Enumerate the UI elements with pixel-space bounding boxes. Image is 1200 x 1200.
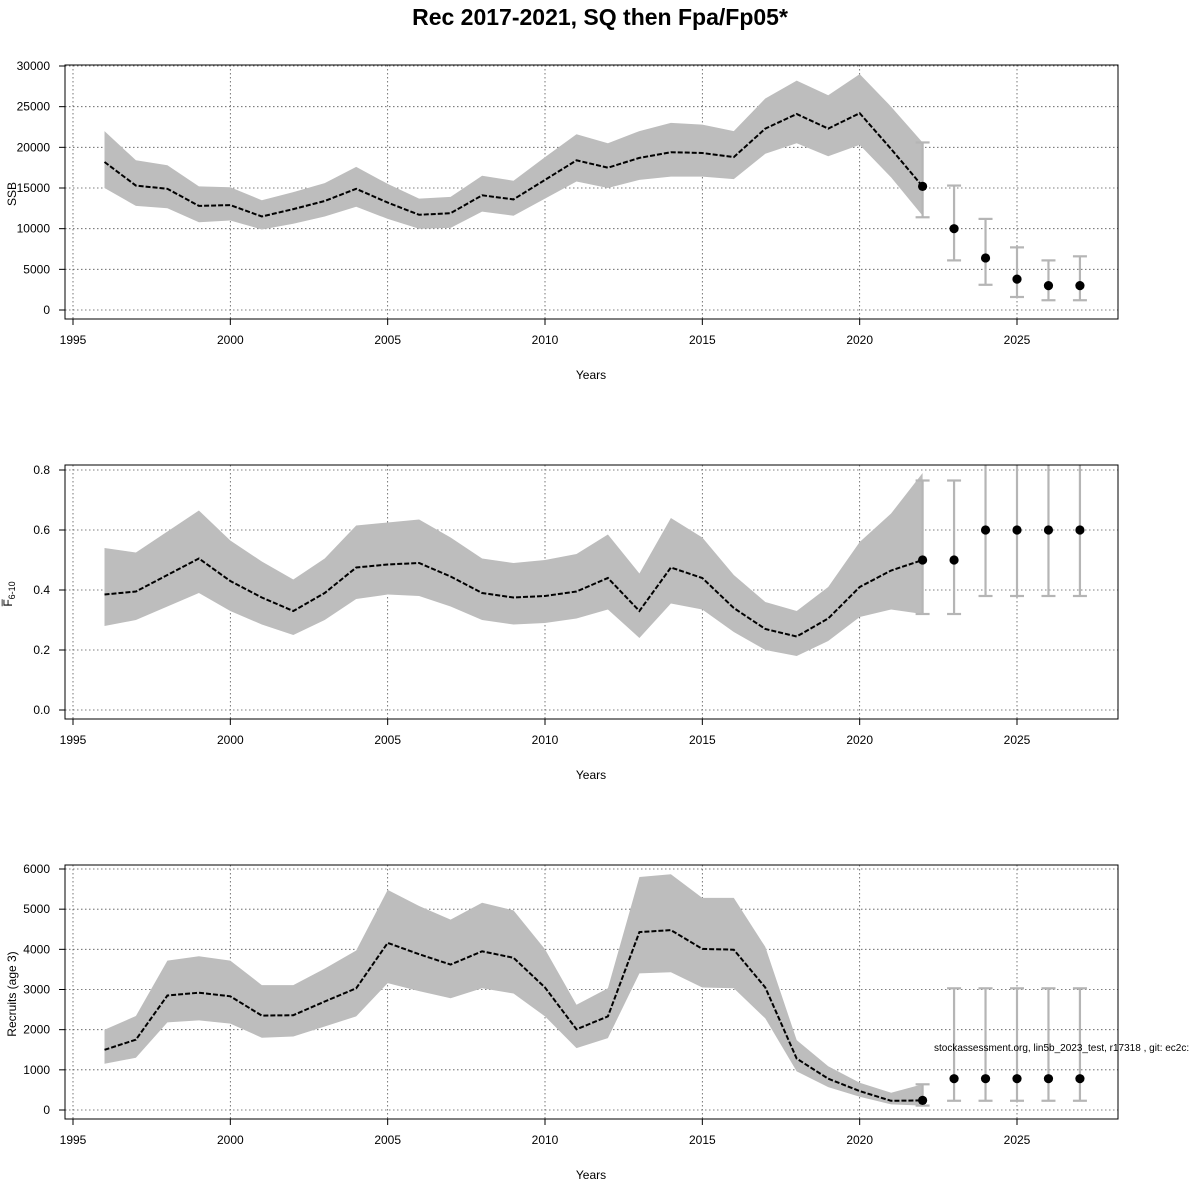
forecast-point-2022: [918, 1095, 928, 1105]
x-tick-label: 2005: [374, 333, 401, 347]
forecast-point-2025: [1012, 274, 1022, 284]
y-tick-label: 3000: [23, 983, 50, 997]
forecast-point-2025: [1012, 525, 1022, 535]
forecast-point-2026: [1043, 281, 1054, 291]
x-tick-label: 2010: [532, 333, 559, 347]
forecast-errorbar-2024: [978, 217, 993, 286]
y-axis-label: F̅6-10: [1, 581, 17, 606]
forecast-point-2023: [949, 555, 959, 565]
x-tick-label: 2005: [374, 733, 401, 747]
forecast-point-2024: [980, 525, 991, 535]
x-tick-label: 2015: [689, 1133, 716, 1147]
y-tick-label: 6000: [23, 862, 50, 876]
x-tick-label: 2025: [1004, 733, 1031, 747]
x-axis-label: Years: [576, 368, 606, 382]
forecast-errorbar-2027: [1072, 255, 1087, 302]
forecast-point-2027: [1075, 525, 1085, 535]
forecast-point-2026: [1043, 525, 1054, 535]
y-tick-label: 0.6: [33, 523, 50, 537]
x-tick-label: 2020: [846, 733, 873, 747]
forecast-errorbar-2025: [1010, 246, 1024, 299]
chart-panels: 1995 2000 2005 2010 2015 2020 2025050001000015…: [1, 59, 1119, 1182]
y-tick-label: 0: [43, 303, 50, 317]
forecast-point-2024: [980, 1074, 991, 1084]
x-tick-label: 2020: [846, 333, 873, 347]
y-axis-label: SSB: [5, 182, 19, 206]
confidence-band-fbar: [104, 473, 923, 656]
x-tick-label: 1995: [60, 733, 87, 747]
forecast-point-2022: [918, 181, 928, 191]
forecast-errorbar-2023: [947, 184, 962, 262]
x-tick-label: 2020: [846, 1133, 873, 1147]
forecast-point-2027: [1075, 1074, 1085, 1084]
x-tick-label: 2000: [217, 1133, 244, 1147]
plot-frame: [64, 464, 1119, 720]
y-tick-label: 0.4: [33, 583, 50, 597]
x-tick-label: 2010: [532, 733, 559, 747]
forecast-point-2026: [1043, 1074, 1054, 1084]
panel-fbar: 1995 2000 2005 2010 2015 2020 2025 0.0 0.2 0.4 0.6…: [1, 463, 1119, 782]
y-tick-label: 0.0: [33, 703, 50, 717]
y-axis-label: Recruits (age 3): [5, 951, 19, 1036]
x-tick-label: 2000: [217, 733, 244, 747]
x-tick-label: 2000: [217, 333, 244, 347]
forecast-point-2022: [918, 555, 928, 565]
forecast-errorbar-2023: [947, 479, 962, 616]
plot-frame: [64, 64, 1119, 320]
x-tick-label: 2010: [532, 1133, 559, 1147]
forecast-point-2023: [949, 224, 959, 234]
y-axis-label-subscript: 6-10: [7, 581, 17, 599]
figure-title: Rec 2017-2021, SQ then Fpa/Fp05*: [412, 4, 788, 30]
x-axis-label: Years: [576, 768, 606, 782]
forecast-errorbar-2022: [915, 141, 930, 219]
y-tick-label: 2000: [23, 1023, 50, 1037]
confidence-band-recruits: [104, 874, 923, 1106]
forecast-point-2025: [1012, 1074, 1022, 1084]
panel-ssb: 1995 2000 2005 2010 2015 2020 2025 0 5000 10000 15…: [5, 59, 1119, 382]
x-tick-label: 1995: [60, 1133, 87, 1147]
y-tick-label: 20000: [17, 140, 51, 154]
y-tick-label: 0.2: [33, 643, 50, 657]
forecast-point-2024: [980, 253, 991, 263]
footnote: stockassessment.org, lin5b_2023_test, r1…: [934, 1043, 1189, 1054]
forecast-point-2023: [949, 1074, 959, 1084]
forecast-point-2027: [1075, 281, 1085, 291]
x-tick-label: 1995: [60, 333, 87, 347]
y-tick-label: 0.8: [33, 463, 50, 477]
x-tick-label: 2015: [689, 733, 716, 747]
confidence-band-ssb: [104, 74, 923, 230]
y-tick-label: 5000: [23, 262, 50, 276]
y-tick-label: 10000: [17, 222, 51, 236]
estimate-line-recruits: [104, 929, 923, 1102]
estimate-line-fbar: [104, 557, 923, 638]
y-tick-label: 15000: [17, 181, 51, 195]
y-tick-label: 0: [43, 1103, 50, 1117]
y-tick-label: 25000: [17, 100, 51, 114]
y-tick-label: 1000: [23, 1063, 50, 1077]
x-axis-label: Years: [576, 1168, 606, 1182]
y-tick-label: 30000: [17, 59, 51, 73]
x-tick-label: 2025: [1004, 1133, 1031, 1147]
plot-frame: [64, 864, 1119, 1120]
x-tick-label: 2025: [1004, 333, 1031, 347]
panel-recruits: 1995 2000 2005 2010 2015 2020 2025 0 1000 2000 300…: [5, 862, 1119, 1182]
x-tick-label: 2015: [689, 333, 716, 347]
forecast-errorbar-2026: [1041, 259, 1056, 302]
x-tick-label: 2005: [374, 1133, 401, 1147]
estimate-line-ssb: [103, 111, 924, 218]
forecast-errorbar-2022: [915, 479, 930, 616]
y-tick-label: 4000: [23, 942, 50, 956]
y-tick-label: 5000: [23, 902, 50, 916]
